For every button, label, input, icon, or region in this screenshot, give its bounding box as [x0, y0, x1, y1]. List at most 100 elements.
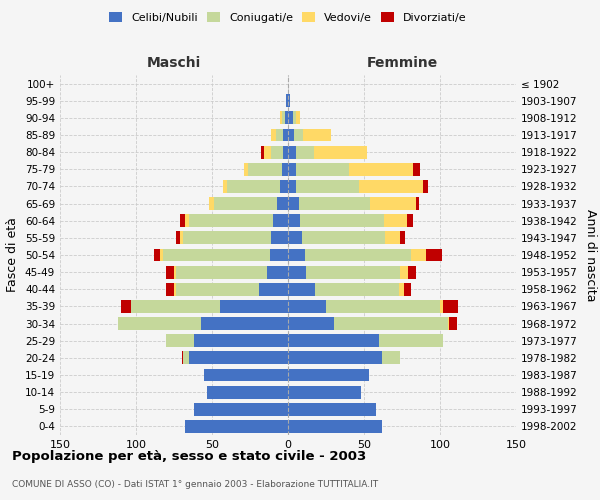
Bar — [227, 180, 280, 193]
Bar — [288, 94, 290, 107]
Bar — [131, 300, 220, 313]
Bar — [296, 163, 349, 175]
Bar — [183, 232, 271, 244]
Bar — [413, 163, 420, 175]
Bar — [202, 317, 288, 330]
Bar — [302, 232, 385, 244]
Bar — [285, 112, 288, 124]
Bar — [303, 128, 331, 141]
Bar — [316, 283, 399, 296]
Bar — [166, 266, 174, 278]
Bar — [189, 214, 273, 227]
Bar — [208, 386, 288, 398]
Bar — [194, 334, 288, 347]
Text: Maschi: Maschi — [147, 56, 201, 70]
Bar — [209, 197, 214, 210]
Bar — [404, 283, 411, 296]
Bar — [399, 283, 404, 296]
Bar — [440, 300, 443, 313]
Bar — [286, 94, 288, 107]
Bar — [183, 352, 189, 364]
Bar — [263, 146, 271, 158]
Bar — [248, 163, 282, 175]
Bar — [288, 197, 299, 210]
Bar — [214, 197, 277, 210]
Bar — [121, 300, 131, 313]
Bar — [260, 146, 263, 158]
Bar — [423, 180, 428, 193]
Bar — [283, 128, 288, 141]
Bar — [288, 283, 316, 296]
Bar — [408, 266, 416, 278]
Bar — [293, 112, 296, 124]
Bar — [176, 232, 180, 244]
Bar — [379, 334, 443, 347]
Bar — [416, 197, 419, 210]
Bar — [288, 128, 294, 141]
Bar — [288, 232, 302, 244]
Bar — [385, 232, 400, 244]
Bar — [189, 352, 288, 364]
Bar — [180, 232, 183, 244]
Bar — [282, 112, 285, 124]
Bar — [180, 214, 185, 227]
Bar — [288, 112, 293, 124]
Bar — [223, 180, 227, 193]
Bar — [270, 248, 288, 262]
Bar — [182, 352, 183, 364]
Bar — [163, 248, 270, 262]
Bar — [296, 146, 314, 158]
Bar — [280, 180, 288, 193]
Bar — [300, 214, 384, 227]
Bar — [449, 317, 457, 330]
Bar — [314, 146, 367, 158]
Bar — [400, 232, 405, 244]
Bar — [288, 368, 368, 382]
Bar — [288, 317, 334, 330]
Bar — [305, 248, 411, 262]
Bar — [349, 163, 413, 175]
Bar — [118, 317, 202, 330]
Bar — [160, 248, 163, 262]
Bar — [166, 283, 174, 296]
Bar — [288, 163, 296, 175]
Bar — [280, 112, 282, 124]
Bar — [288, 403, 376, 415]
Bar — [370, 197, 416, 210]
Bar — [334, 317, 448, 330]
Bar — [259, 283, 288, 296]
Bar — [326, 300, 440, 313]
Bar — [288, 248, 305, 262]
Y-axis label: Anni di nascita: Anni di nascita — [584, 209, 597, 301]
Bar — [185, 214, 189, 227]
Bar — [359, 180, 423, 193]
Bar — [205, 368, 288, 382]
Bar — [427, 248, 442, 262]
Bar — [276, 128, 283, 141]
Bar — [411, 248, 427, 262]
Bar — [194, 403, 288, 415]
Bar — [166, 334, 194, 347]
Bar — [288, 386, 361, 398]
Bar — [296, 112, 300, 124]
Bar — [288, 266, 306, 278]
Bar — [267, 266, 288, 278]
Bar — [288, 352, 382, 364]
Bar — [294, 128, 303, 141]
Text: Popolazione per età, sesso e stato civile - 2003: Popolazione per età, sesso e stato civil… — [12, 450, 366, 463]
Bar — [277, 197, 288, 210]
Bar — [288, 146, 296, 158]
Bar — [400, 266, 408, 278]
Bar — [288, 180, 296, 193]
Bar — [296, 180, 359, 193]
Y-axis label: Fasce di età: Fasce di età — [7, 218, 19, 292]
Text: COMUNE DI ASSO (CO) - Dati ISTAT 1° gennaio 2003 - Elaborazione TUTTITALIA.IT: COMUNE DI ASSO (CO) - Dati ISTAT 1° genn… — [12, 480, 378, 489]
Bar — [288, 300, 326, 313]
Bar — [448, 317, 449, 330]
Bar — [283, 146, 288, 158]
Bar — [382, 352, 400, 364]
Bar — [306, 266, 400, 278]
Bar — [174, 266, 176, 278]
Bar — [271, 232, 288, 244]
Bar — [384, 214, 407, 227]
